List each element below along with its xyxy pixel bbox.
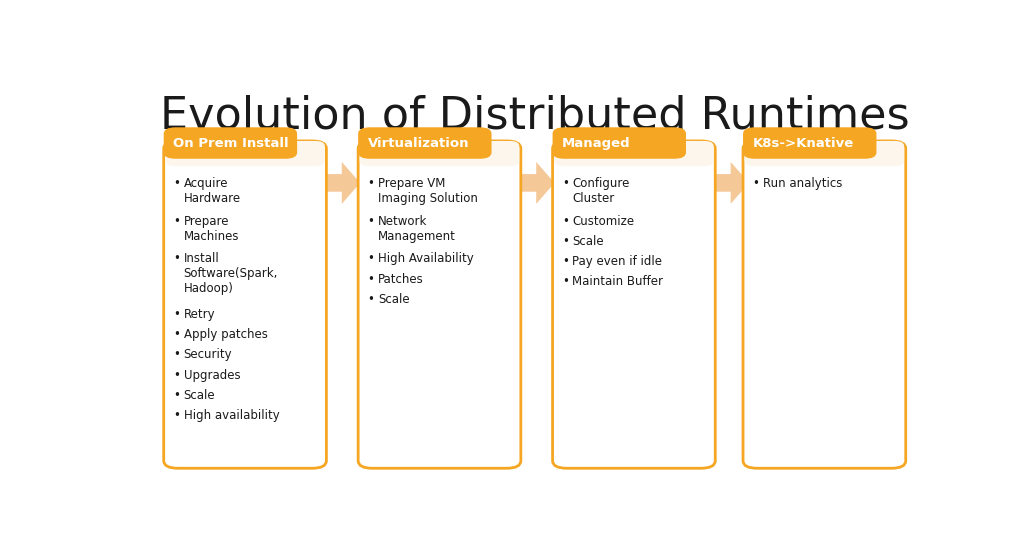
Text: •: • (173, 369, 180, 382)
FancyBboxPatch shape (744, 141, 904, 166)
Text: •: • (173, 308, 180, 321)
FancyBboxPatch shape (359, 141, 519, 166)
Text: Install
Software(Spark,
Hadoop): Install Software(Spark, Hadoop) (183, 252, 278, 295)
Polygon shape (706, 162, 749, 204)
Text: •: • (562, 177, 569, 190)
Text: •: • (368, 215, 375, 227)
Text: •: • (173, 389, 180, 402)
FancyBboxPatch shape (358, 141, 521, 468)
FancyBboxPatch shape (164, 141, 327, 468)
Text: •: • (753, 177, 760, 190)
FancyBboxPatch shape (743, 128, 877, 159)
Text: Configure
Cluster: Configure Cluster (572, 177, 630, 204)
Text: •: • (173, 252, 180, 265)
Text: •: • (562, 235, 569, 248)
Text: Customize: Customize (572, 215, 635, 227)
Text: Upgrades: Upgrades (183, 369, 241, 382)
Text: •: • (368, 272, 375, 286)
Text: •: • (368, 177, 375, 190)
Text: On Prem Install: On Prem Install (173, 137, 289, 149)
Text: •: • (173, 348, 180, 361)
Text: Managed: Managed (562, 137, 631, 149)
Text: Scale: Scale (572, 235, 604, 248)
Text: Network
Management: Network Management (378, 215, 456, 243)
Text: •: • (173, 177, 180, 190)
Text: Virtualization: Virtualization (368, 137, 469, 149)
Text: •: • (173, 409, 180, 422)
Text: Scale: Scale (378, 293, 410, 306)
Polygon shape (511, 162, 555, 204)
Text: •: • (173, 328, 180, 341)
Text: •: • (368, 293, 375, 306)
Polygon shape (316, 162, 360, 204)
Text: Scale: Scale (183, 389, 215, 402)
Text: •: • (562, 215, 569, 227)
Text: Retry: Retry (183, 308, 215, 321)
Text: •: • (368, 252, 375, 265)
Text: Evolution of Distributed Runtimes: Evolution of Distributed Runtimes (160, 95, 909, 138)
Text: High Availability: High Availability (378, 252, 474, 265)
FancyBboxPatch shape (553, 141, 715, 468)
FancyBboxPatch shape (553, 128, 686, 159)
Text: Apply patches: Apply patches (183, 328, 267, 341)
Text: •: • (562, 275, 569, 288)
FancyBboxPatch shape (554, 141, 714, 166)
FancyBboxPatch shape (165, 141, 325, 166)
Text: Prepare
Machines: Prepare Machines (183, 215, 239, 243)
Text: Run analytics: Run analytics (763, 177, 843, 190)
Text: •: • (562, 255, 569, 268)
Text: High availability: High availability (183, 409, 280, 422)
Text: •: • (173, 215, 180, 227)
Text: Security: Security (183, 348, 232, 361)
FancyBboxPatch shape (743, 141, 905, 468)
FancyBboxPatch shape (164, 128, 297, 159)
Text: Acquire
Hardware: Acquire Hardware (183, 177, 241, 204)
Text: Maintain Buffer: Maintain Buffer (572, 275, 664, 288)
Text: Pay even if idle: Pay even if idle (572, 255, 663, 268)
Text: K8s->Knative: K8s->Knative (753, 137, 854, 149)
Text: Patches: Patches (378, 272, 424, 286)
Text: Prepare VM
Imaging Solution: Prepare VM Imaging Solution (378, 177, 478, 204)
FancyBboxPatch shape (358, 128, 492, 159)
